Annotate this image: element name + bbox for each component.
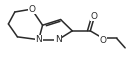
Text: O: O	[28, 5, 35, 14]
Text: N: N	[35, 35, 42, 44]
Text: O: O	[100, 36, 107, 44]
Text: O: O	[91, 12, 98, 21]
Text: N: N	[55, 35, 61, 44]
